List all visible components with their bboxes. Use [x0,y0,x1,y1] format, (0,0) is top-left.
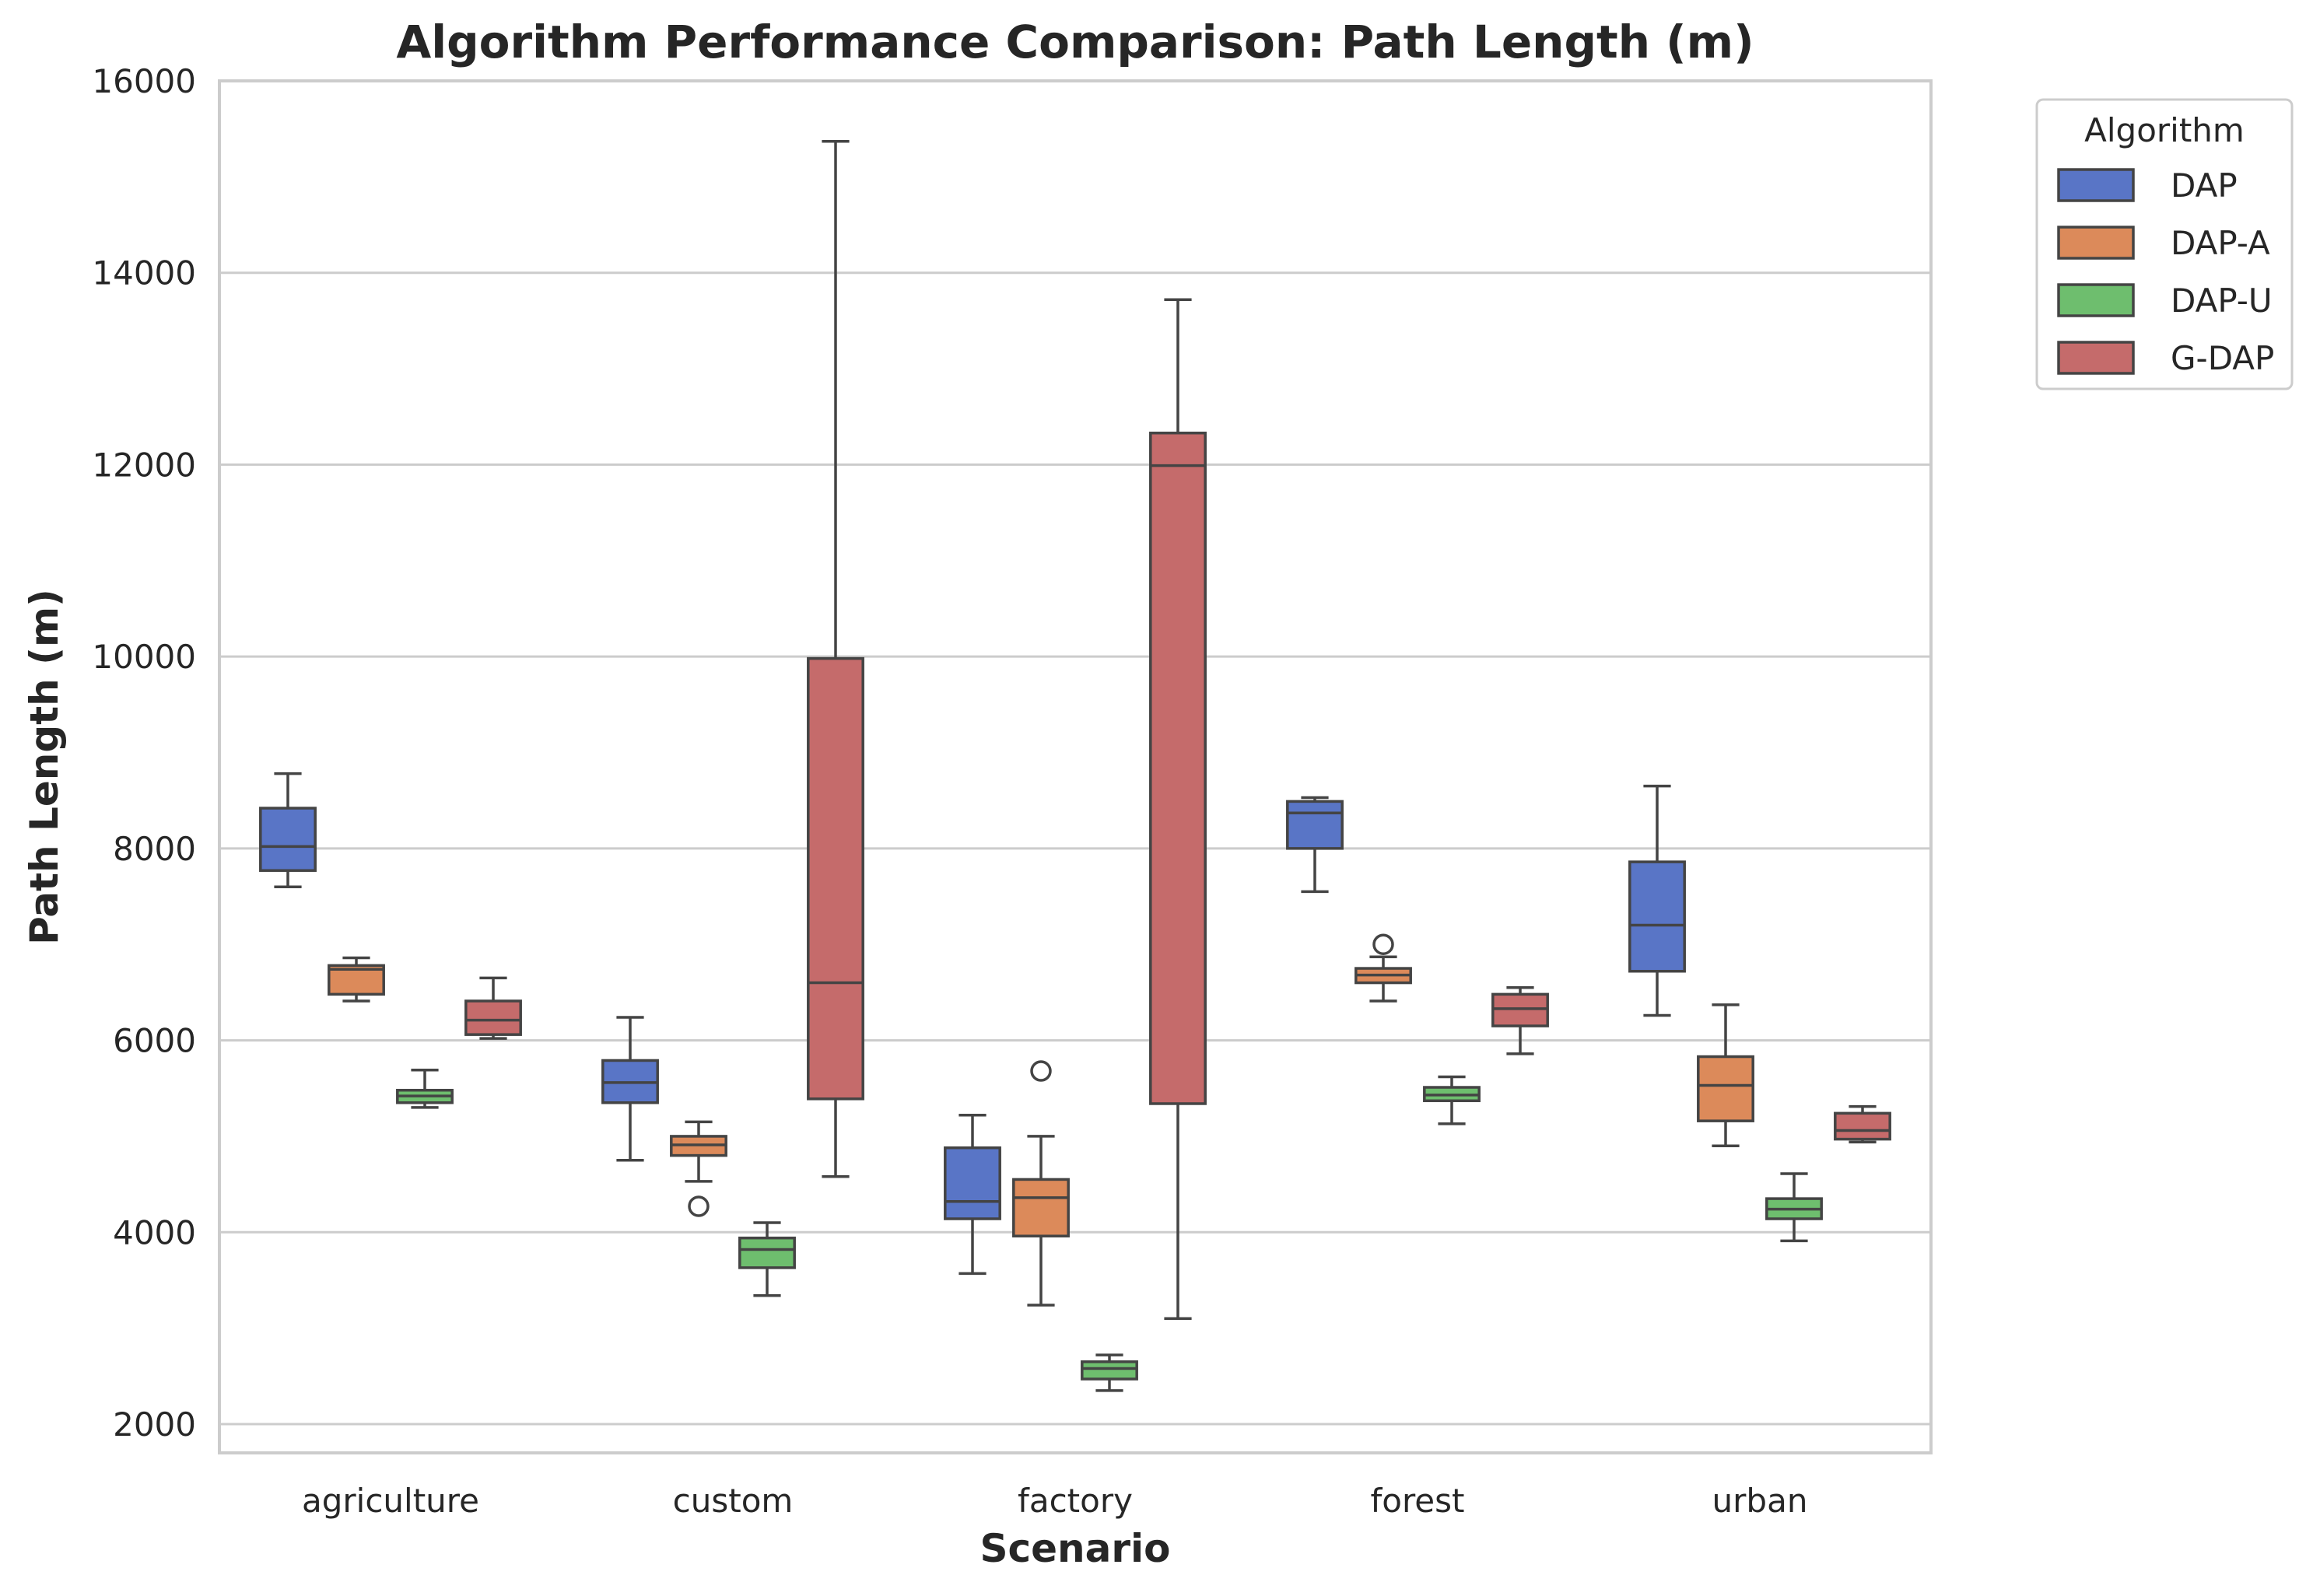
box-g-dap-forest [1491,985,1549,1055]
legend-swatch-dap [2057,168,2135,202]
legend-swatch-g-dap [2057,341,2135,375]
outlier-point [688,1195,710,1217]
plot-area-frame [218,79,1933,1454]
box-body [1491,992,1549,1027]
y-tick-label: 14000 [92,254,196,292]
box-dap-u-urban [1765,1172,1823,1243]
box-body [807,656,864,1101]
box-body [1286,800,1344,850]
legend-title: Algorithm [2084,111,2245,149]
legend-items: DAP DAP-A DAP-U G-DAP [2057,166,2274,377]
box-dap-a-forest [1355,933,1412,1003]
box-body [259,807,317,872]
y-tick-label: 16000 [92,62,196,100]
legend-swatch-dap-a [2057,226,2135,260]
x-tick-label: forest [1370,1482,1464,1520]
legend: Algorithm DAP DAP-A DAP-U G-DAP [2035,98,2294,390]
box-body [1628,860,1686,973]
box-dap-u-custom [738,1221,796,1297]
box-g-dap-urban [1834,1104,1891,1144]
box-body [738,1236,796,1269]
box-dap-factory [944,1114,1001,1276]
box-body [464,999,522,1036]
x-tick-label: urban [1712,1482,1808,1520]
y-axis-ticks: 2000 4000 6000 8000 10000 12000 14000 16000 [92,62,196,1444]
chart-title: Algorithm Performance Comparison: Path L… [396,16,1754,68]
y-tick-label: 6000 [113,1022,196,1060]
box-dap-u-agriculture [396,1069,454,1109]
box-dap-a-urban [1697,1003,1754,1148]
x-tick-label: factory [1018,1482,1133,1520]
box-body [1834,1111,1891,1141]
x-tick-label: agriculture [302,1482,479,1520]
box-dap-a-custom [670,1120,727,1217]
legend-label-dap: DAP [2171,166,2238,205]
box-body [1012,1178,1070,1237]
box-dap-forest [1286,796,1344,894]
legend-swatch-dap-u [2057,283,2135,317]
boxes [259,139,1891,1392]
legend-label-dap-a: DAP-A [2171,224,2270,262]
y-tick-label: 2000 [113,1405,196,1444]
y-tick-label: 8000 [113,830,196,868]
box-body [1081,1360,1138,1381]
box-g-dap-custom [807,139,864,1178]
outlier-point [1030,1060,1052,1082]
y-tick-label: 12000 [92,446,196,484]
y-axis-label: Path Length (m) [22,589,67,945]
legend-label-g-dap: G-DAP [2171,339,2274,377]
box-dap-a-factory [1012,1060,1070,1307]
outlier-point [1372,933,1394,955]
box-dap-custom [601,1016,659,1162]
x-axis-ticks: agriculture custom factory forest urban [302,1482,1807,1520]
box-dap-a-agriculture [328,956,385,1003]
box-g-dap-factory [1149,298,1207,1321]
box-dap-u-forest [1423,1075,1481,1125]
y-tick-label: 4000 [113,1213,196,1251]
y-tick-label: 10000 [92,638,196,676]
box-dap-u-factory [1081,1353,1138,1392]
legend-label-dap-u: DAP-U [2171,282,2273,320]
box-body [1697,1055,1754,1122]
box-dap-urban [1628,784,1686,1017]
x-axis-label: Scenario [980,1526,1170,1571]
x-tick-label: custom [673,1482,794,1520]
box-body [944,1146,1001,1220]
box-dap-agriculture [259,772,317,888]
box-g-dap-agriculture [464,976,522,1040]
box-body [1149,431,1207,1105]
